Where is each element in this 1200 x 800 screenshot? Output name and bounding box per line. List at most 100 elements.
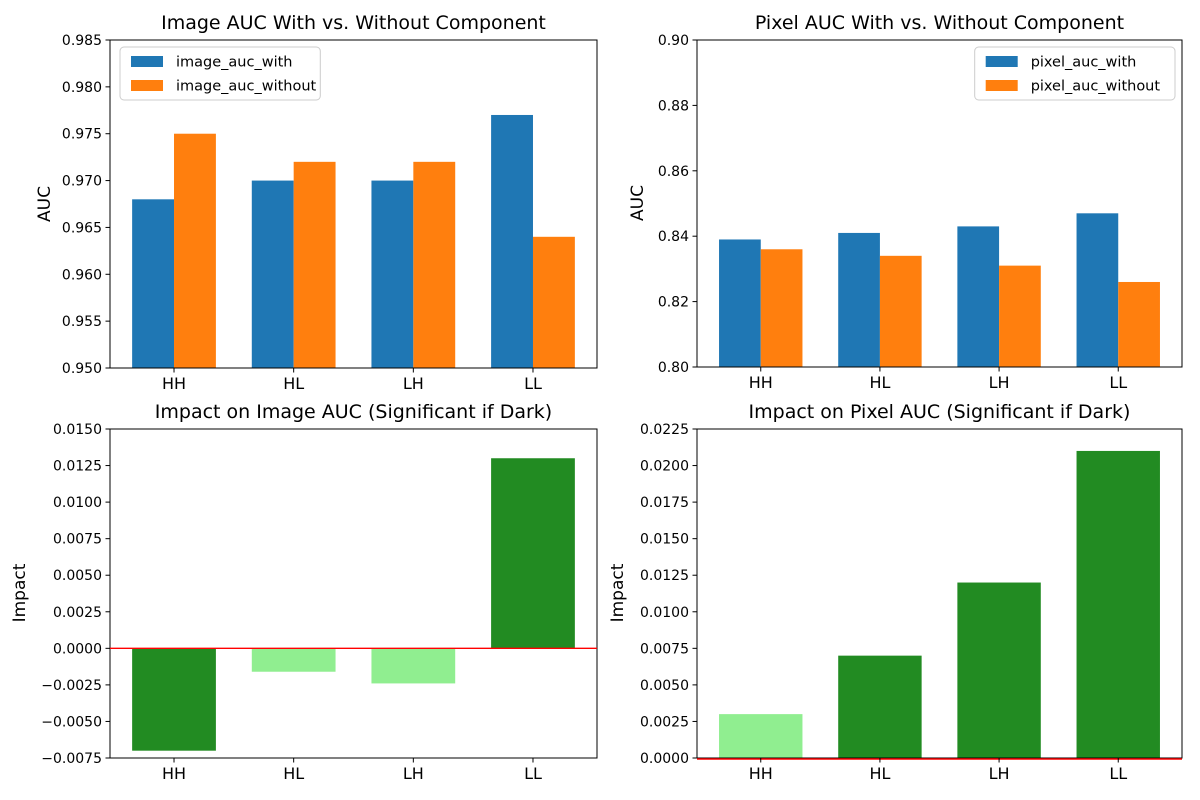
bar-impact_image_auc-LH — [371, 648, 456, 684]
x-tick-label: LL — [524, 764, 542, 783]
y-tick-label: 0.0025 — [53, 605, 102, 621]
bar-impact_pixel_auc-HH — [719, 714, 803, 758]
x-tick-label: LL — [1109, 764, 1127, 783]
axes-spines — [696, 39, 1183, 368]
bar-image_auc_without-LH — [413, 161, 456, 368]
y-tick-label: 0.0125 — [53, 459, 102, 475]
y-tick-label: 0.950 — [62, 361, 102, 377]
bar-pixel_auc_with-HH — [719, 239, 761, 367]
legend-swatch-image_auc_without — [131, 80, 163, 91]
bar-pixel_auc_with-LL — [1076, 213, 1119, 367]
y-tick-label: 0.0100 — [53, 495, 102, 511]
x-tick-label: HH — [162, 764, 186, 783]
y-tick-label: 0.975 — [62, 127, 102, 143]
y-tick-label: −0.0025 — [41, 678, 102, 694]
x-tick-label: HH — [749, 764, 773, 783]
subplot-3: 0.0000 0.0025 0.0050 0.0075 0.0100 0.0125 0.01… — [640, 422, 1183, 783]
y-tick-label: 0.980 — [62, 80, 102, 96]
bar-image_auc_without-LL — [532, 236, 575, 368]
axes-spines — [109, 39, 598, 369]
legend-swatch-image_auc_with — [131, 56, 163, 67]
bar-impact_image_auc-HH — [132, 648, 216, 751]
x-tick-label: LH — [989, 764, 1010, 783]
chart-title-impact-image: Impact on Image AUC (Significant if Dark… — [154, 401, 553, 423]
y-tick-label: 0.0075 — [640, 641, 689, 657]
y-tick-label: 0.0050 — [53, 568, 102, 584]
y-tick-label: 0.960 — [62, 267, 102, 283]
bar-pixel_auc_with-LH — [957, 226, 1000, 367]
bar-impact_pixel_auc-LH — [957, 582, 1041, 758]
y-tick-label: 0.965 — [62, 220, 102, 236]
bar-image_auc_with-LL — [491, 114, 533, 368]
y-axis-label-impact-image: Impact — [10, 563, 30, 623]
y-tick-label: 0.0200 — [640, 459, 689, 475]
y-tick-label: 0.0225 — [640, 422, 689, 438]
bar-pixel_auc_without-HH — [760, 249, 803, 367]
y-tick-label: −0.0075 — [41, 751, 102, 767]
y-tick-label: 0.0050 — [640, 678, 689, 694]
x-tick-label: HH — [162, 374, 186, 393]
chart-title-impact-pixel: Impact on Pixel AUC (Significant if Dark… — [748, 401, 1131, 423]
axes-spines — [696, 428, 1183, 759]
x-tick-label: HL — [283, 374, 304, 393]
legend-label-pixel_auc_without: pixel_auc_without — [1031, 79, 1161, 95]
y-axis-label-image-auc: AUC — [35, 186, 55, 222]
y-tick-label: 0.0125 — [640, 568, 689, 584]
subplot-2: −0.0075 −0.0050 −0.0025 0.0000 0.0025 0.0050 0… — [41, 422, 598, 783]
legend-label-pixel_auc_with: pixel_auc_with — [1031, 55, 1137, 71]
y-tick-label: 0.82 — [658, 295, 689, 311]
legend-swatch-pixel_auc_without — [985, 80, 1018, 91]
x-tick-label: HL — [869, 373, 890, 392]
x-tick-label: LH — [989, 373, 1010, 392]
y-tick-label: 0.0100 — [640, 605, 689, 621]
y-tick-label: 0.0075 — [53, 532, 102, 548]
bar-image_auc_with-HL — [251, 180, 294, 368]
bar-pixel_auc_without-LL — [1118, 281, 1160, 367]
legend-label-image_auc_with: image_auc_with — [176, 55, 292, 71]
y-tick-label: 0.0025 — [640, 714, 689, 730]
bar-image_auc_with-HH — [132, 199, 175, 368]
y-tick-label: 0.955 — [62, 314, 102, 330]
bar-image_auc_without-HL — [293, 161, 336, 368]
bar-image_auc_without-HH — [174, 133, 216, 368]
y-tick-label: 0.86 — [658, 164, 689, 180]
y-tick-label: −0.0050 — [41, 714, 102, 730]
x-tick-label: LL — [1109, 373, 1127, 392]
subplot-1: 0.80 0.82 0.84 0.86 0.88 0.90 HH HL LH LL pixel_au… — [658, 33, 1183, 392]
y-axis-label-pixel-auc: AUC — [628, 185, 648, 221]
x-tick-label: LH — [403, 764, 424, 783]
x-tick-label: HL — [283, 764, 304, 783]
x-tick-label: LH — [403, 374, 424, 393]
legend-label-image_auc_without: image_auc_without — [176, 79, 317, 95]
bar-pixel_auc_with-HL — [838, 232, 880, 367]
legend: image_auc_with image_auc_without — [119, 46, 321, 101]
y-tick-label: 0.0000 — [53, 641, 102, 657]
y-tick-label: 0.0000 — [640, 751, 689, 767]
legend-box — [974, 46, 1176, 101]
x-tick-label: HH — [749, 373, 773, 392]
bar-impact_pixel_auc-HL — [838, 655, 922, 758]
y-tick-label: 0.90 — [658, 33, 689, 49]
y-tick-label: 0.88 — [658, 98, 689, 114]
y-axis-label-impact-pixel: Impact — [608, 563, 628, 623]
y-tick-label: 0.84 — [658, 229, 689, 245]
bar-impact_pixel_auc-LL — [1076, 450, 1160, 758]
bar-impact_image_auc-HL — [251, 648, 336, 672]
y-tick-label: 0.80 — [658, 360, 689, 376]
y-tick-label: 0.970 — [62, 174, 102, 190]
legend-box — [119, 46, 321, 101]
x-tick-label: HL — [869, 764, 890, 783]
x-tick-label: LL — [524, 374, 542, 393]
bar-image_auc_with-LH — [371, 180, 414, 368]
y-tick-label: 0.0175 — [640, 495, 689, 511]
legend-swatch-pixel_auc_with — [985, 56, 1018, 67]
axes-spines — [109, 428, 598, 759]
y-tick-label: 0.0150 — [53, 422, 102, 438]
y-tick-label: 0.0150 — [640, 532, 689, 548]
chart-title-image-auc: Image AUC With vs. Without Component — [161, 12, 546, 34]
chart-title-pixel-auc: Pixel AUC With vs. Without Component — [754, 12, 1125, 34]
subplot-0: 0.950 0.955 0.960 0.965 0.970 0.975 0.980 0.985… — [62, 33, 598, 393]
y-tick-label: 0.985 — [62, 33, 102, 49]
